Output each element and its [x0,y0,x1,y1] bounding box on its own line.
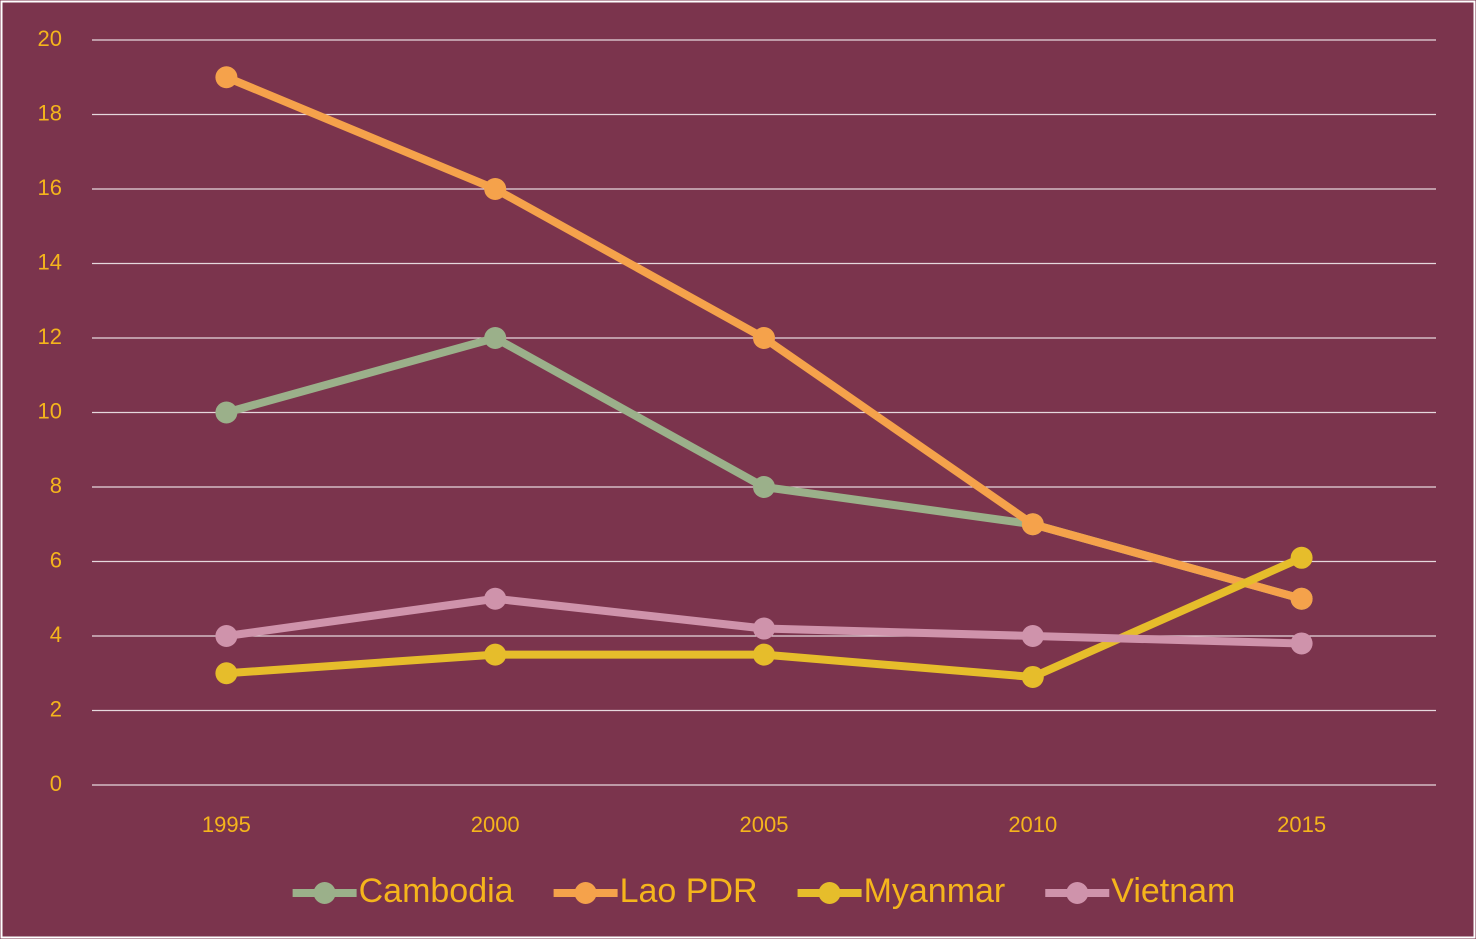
y-tick-label: 16 [38,175,62,200]
legend-marker [574,882,597,904]
legend-marker [818,882,841,904]
y-tick-label: 4 [50,622,62,647]
y-tick-label: 0 [50,771,62,796]
point [484,643,507,666]
x-tick-label: 2000 [471,812,520,837]
y-tick-label: 6 [50,547,62,572]
point [753,643,775,666]
point [1290,632,1313,655]
legend-marker [313,882,336,904]
point [1021,625,1044,647]
y-tick-label: 2 [50,696,62,721]
legend-label: Cambodia [359,872,514,910]
legend-label: Lao PDR [620,872,758,910]
point [1021,513,1044,536]
y-tick-label: 10 [38,398,62,423]
x-tick-label: 2010 [1008,812,1057,837]
point [215,66,238,89]
y-tick-label: 18 [38,100,62,125]
point [753,327,775,349]
legend-label: Vietnam [1111,872,1235,910]
legend-label: Myanmar [864,872,1006,910]
legend-marker [1066,882,1089,904]
y-tick-label: 12 [38,324,62,349]
y-tick-label: 14 [38,249,62,274]
y-tick-label: 8 [50,473,62,498]
point [484,327,507,349]
x-tick-label: 2005 [740,812,789,837]
y-tick-label: 20 [38,26,62,51]
x-tick-label: 1995 [202,812,251,837]
point [215,401,238,424]
point [215,662,238,685]
point [753,617,775,640]
x-tick-label: 2015 [1277,812,1326,837]
point [1290,546,1313,569]
point [484,587,507,610]
point [1290,587,1313,610]
point [484,178,507,200]
point [1021,665,1044,688]
point [215,625,238,647]
point [753,476,775,498]
